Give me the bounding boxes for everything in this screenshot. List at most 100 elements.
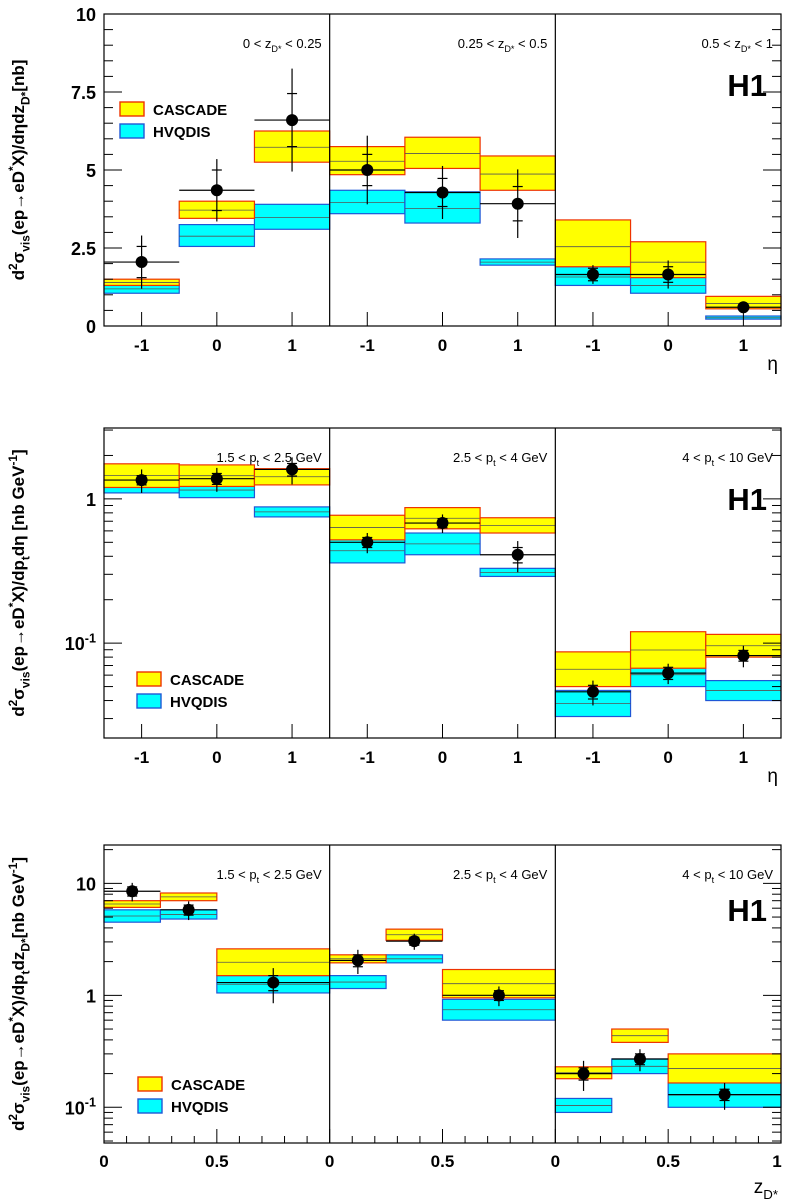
- data-point: [182, 903, 195, 916]
- data-point: [577, 1067, 590, 1080]
- x-tick-label: -1: [134, 336, 149, 355]
- data-point: [586, 268, 599, 281]
- data-point: [662, 268, 675, 281]
- legend-swatch-hvqdis: [137, 1098, 163, 1114]
- data-point: [586, 685, 599, 698]
- data-point: [718, 1088, 731, 1101]
- y-tick-label: 5: [86, 161, 96, 181]
- x-tick-label: 1: [287, 748, 296, 767]
- chart-2: 1.5 < pt < 2.5 GeV 2.5 < pt < 4 GeV 4 < pt…: [6, 427, 782, 787]
- data-point: [737, 649, 750, 662]
- legend-label-cascade: CASCADE: [171, 1077, 245, 1094]
- x-tick-label: 1: [739, 336, 748, 355]
- y-tick-label: 10-1: [65, 1096, 96, 1119]
- y-axis-label: d2σvis(ep→eD*X)/dηdzD*[nb]: [6, 60, 33, 281]
- data-point: [210, 472, 223, 485]
- panel-range-label: 4 < pt < 10 GeV: [682, 867, 773, 885]
- legend-swatch-cascade: [136, 671, 162, 687]
- x-tick-label: -1: [585, 336, 600, 355]
- x-axis-label: zD*: [754, 1177, 778, 1199]
- legend: CASCADE HVQDIS: [119, 101, 227, 141]
- panel-1-2: 0.25 < zD* < 0.5: [329, 36, 556, 266]
- panel-2-3: 4 < pt < 10 GeV: [554, 450, 782, 718]
- legend-label-cascade: CASCADE: [170, 672, 244, 689]
- x-tick-label: 0: [663, 336, 672, 355]
- legend: CASCADE HVQDIS: [136, 671, 244, 711]
- panel-3-3: 4 < pt < 10 GeV: [554, 867, 782, 1114]
- experiment-label: H1: [727, 893, 767, 928]
- hvqdis-band: [178, 224, 256, 248]
- panel-range-label: 1.5 < pt < 2.5 GeV: [216, 867, 321, 885]
- x-tick-label: -1: [360, 336, 375, 355]
- legend-label-hvqdis: HVQDIS: [171, 1099, 229, 1116]
- x-tick-label: 0: [325, 1152, 334, 1171]
- x-tick-label: 1: [513, 336, 522, 355]
- x-axis-label: η: [767, 766, 778, 787]
- panel-range-label: 0 < zD* < 0.25: [243, 36, 322, 54]
- data-point: [436, 517, 449, 530]
- data-point: [351, 954, 364, 967]
- cascade-band: [404, 136, 481, 170]
- data-point: [286, 463, 299, 476]
- panel-1-1: 0 < zD* < 0.25: [103, 36, 331, 294]
- y-tick-label: 0: [86, 317, 96, 337]
- experiment-label: H1: [727, 68, 767, 103]
- x-tick-label: 1: [513, 748, 522, 767]
- x-tick-label: 0: [551, 1152, 560, 1171]
- data-point: [267, 976, 280, 989]
- x-axis-label: η: [767, 354, 778, 375]
- y-axis-label: d2σvis(ep→eD*X)/dptdη [nb GeV-1]: [6, 449, 33, 716]
- data-point: [361, 164, 374, 176]
- x-tick-label: 1: [772, 1152, 781, 1171]
- data-point: [662, 667, 675, 680]
- panel-range-label: 4 < pt < 10 GeV: [682, 450, 773, 468]
- y-tick-label: 7.5: [71, 83, 96, 103]
- legend-label-hvqdis: HVQDIS: [153, 124, 211, 141]
- legend-swatch-hvqdis: [136, 693, 162, 709]
- legend: CASCADE HVQDIS: [137, 1076, 245, 1116]
- chart-3: 1.5 < pt < 2.5 GeV 2.5 < pt < 4 GeV 4 < pt…: [6, 844, 782, 1199]
- data-point: [135, 256, 148, 269]
- x-tick-label: 0: [663, 748, 672, 767]
- x-tick-label: -1: [585, 748, 600, 767]
- panel-range-label: 2.5 < pt < 4 GeV: [453, 450, 548, 468]
- y-tick-label: 10: [76, 5, 96, 25]
- data-point: [436, 186, 449, 199]
- x-tick-label: 0: [212, 748, 221, 767]
- panel-range-label: 1.5 < pt < 2.5 GeV: [216, 450, 321, 468]
- x-tick-label: 1: [287, 336, 296, 355]
- data-point: [361, 536, 374, 549]
- data-point: [633, 1053, 646, 1066]
- panel-range-label: 2.5 < pt < 4 GeV: [453, 867, 548, 885]
- x-tick-label: 0: [438, 336, 447, 355]
- data-point: [408, 935, 421, 948]
- panel-3-2: 2.5 < pt < 4 GeV: [329, 867, 556, 1021]
- panel-range-label: 0.5 < zD* < 1: [701, 36, 773, 54]
- y-tick-label: 1: [86, 986, 96, 1006]
- hvqdis-band: [253, 203, 331, 230]
- legend-swatch-cascade: [119, 101, 145, 117]
- data-point: [511, 548, 524, 561]
- data-point: [737, 301, 750, 314]
- cascade-band: [554, 219, 632, 268]
- legend-swatch-cascade: [137, 1076, 163, 1092]
- data-point: [210, 184, 223, 197]
- legend-label-cascade: CASCADE: [153, 102, 227, 119]
- data-point: [286, 114, 299, 127]
- x-tick-label: 1: [739, 748, 748, 767]
- data-point: [126, 885, 139, 898]
- x-tick-label: 0: [438, 748, 447, 767]
- panel-2-1: 1.5 < pt < 2.5 GeV: [103, 450, 331, 518]
- legend-swatch-hvqdis: [119, 123, 145, 139]
- data-point: [135, 474, 148, 487]
- x-tick-label: 0: [212, 336, 221, 355]
- legend-label-hvqdis: HVQDIS: [170, 694, 228, 711]
- panel-range-label: 0.25 < zD* < 0.5: [458, 36, 548, 54]
- x-tick-label: 0.5: [431, 1152, 455, 1171]
- data-point: [492, 989, 505, 1002]
- x-tick-label: 0.5: [656, 1152, 680, 1171]
- y-axis-label: d2σvis(ep→eD*X)/dptdzD*[nb GeV-1]: [6, 857, 33, 1131]
- x-tick-label: 0.5: [205, 1152, 229, 1171]
- y-tick-label: 10: [76, 874, 96, 894]
